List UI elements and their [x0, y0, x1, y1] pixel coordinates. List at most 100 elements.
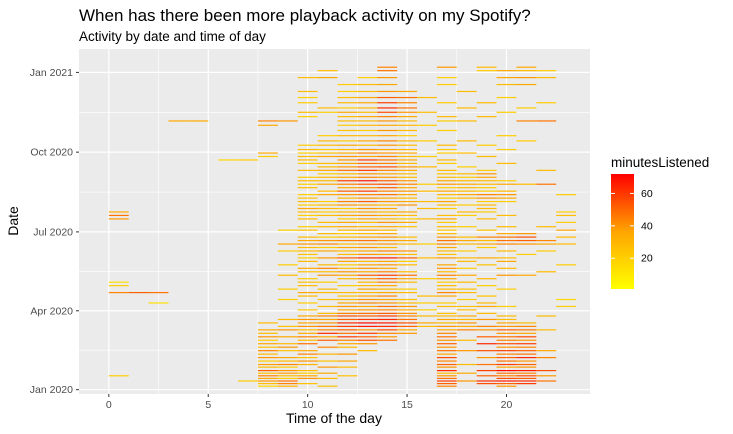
x-tick-label: 5	[205, 399, 211, 411]
heatmap-cell	[277, 356, 298, 359]
heatmap-cell	[476, 243, 497, 245]
heatmap-cell	[496, 111, 517, 113]
heatmap-cell	[397, 200, 418, 203]
heatmap-cell	[377, 144, 398, 146]
heatmap-cell	[297, 187, 318, 189]
heatmap-cell	[516, 369, 537, 372]
heatmap-cell	[476, 285, 497, 287]
heatmap-cell	[377, 83, 398, 86]
heatmap-cell	[257, 350, 278, 352]
heatmap-cell	[436, 291, 457, 294]
heatmap-cell	[556, 305, 577, 308]
heatmap-cell	[496, 250, 517, 252]
heatmap-cell	[556, 214, 577, 217]
heatmap-cell	[357, 169, 378, 171]
heatmap-cell	[337, 197, 358, 199]
heatmap-cell	[456, 260, 477, 262]
heatmap-cell	[436, 285, 457, 287]
heatmap-cell	[297, 253, 318, 256]
heatmap-cell	[516, 140, 537, 142]
heatmap-cell	[357, 148, 378, 151]
heatmap-cell	[357, 271, 378, 273]
heatmap-cell	[337, 194, 358, 196]
heatmap-cell	[496, 325, 517, 327]
heatmap-cell	[397, 239, 418, 242]
heatmap-cell	[337, 278, 358, 280]
heatmap-cell	[496, 236, 517, 238]
heatmap-cell	[516, 239, 537, 242]
heatmap-cell	[397, 190, 418, 192]
heatmap-cell	[456, 107, 477, 109]
heatmap-cell	[377, 239, 398, 242]
heatmap-cell	[476, 66, 497, 68]
heatmap-cell	[476, 200, 497, 203]
heatmap-cell	[556, 264, 577, 266]
heatmap-cell	[297, 211, 318, 213]
heatmap-cell	[337, 236, 358, 238]
heatmap-cell	[397, 197, 418, 199]
heatmap-cell	[317, 226, 338, 228]
heatmap-cell	[516, 274, 537, 276]
heatmap-cell	[337, 135, 358, 137]
heatmap-cell	[476, 380, 497, 382]
heatmap-cell	[357, 221, 378, 223]
heatmap-cell	[436, 312, 457, 314]
heatmap-cell	[337, 267, 358, 269]
heatmap-cell	[357, 214, 378, 217]
heatmap-cell	[317, 77, 338, 79]
heatmap-cell	[496, 366, 517, 368]
heatmap-cell	[536, 169, 557, 171]
heatmap-cell	[317, 298, 338, 301]
heatmap-cell	[417, 190, 437, 192]
heatmap-cell	[277, 343, 298, 345]
heatmap-cell	[377, 305, 398, 308]
heatmap-cell	[337, 246, 358, 249]
heatmap-cell	[357, 211, 378, 213]
heatmap-cell	[377, 197, 398, 199]
heatmap-cell	[277, 325, 298, 327]
heatmap-cell	[377, 90, 398, 93]
heatmap-cell	[277, 298, 298, 301]
heatmap-cell	[516, 366, 537, 368]
heatmap-cell	[337, 264, 358, 266]
heatmap-cell	[516, 332, 537, 334]
heatmap-cell	[436, 236, 457, 238]
heatmap-cell	[297, 309, 318, 311]
heatmap-cell	[536, 239, 557, 242]
heatmap-cell	[377, 169, 398, 171]
heatmap-cell	[377, 278, 398, 280]
legend: minutesListened 20 40 60	[611, 155, 709, 289]
heatmap-cell	[536, 350, 557, 352]
heatmap-cell	[456, 291, 477, 294]
heatmap-cell	[277, 350, 298, 352]
heatmap-cell	[357, 155, 378, 158]
heatmap-cell	[297, 207, 318, 210]
heatmap-cell	[317, 107, 338, 109]
heatmap-cell	[317, 144, 338, 146]
heatmap-cell	[436, 385, 457, 387]
heatmap-cell	[397, 144, 418, 146]
heatmap-cell	[337, 187, 358, 189]
plot-panel	[79, 49, 590, 394]
heatmap-cell	[516, 356, 537, 359]
heatmap-cell	[337, 159, 358, 161]
heatmap-cell	[436, 102, 457, 104]
heatmap-cell	[456, 243, 477, 245]
heatmap-cell	[436, 159, 457, 161]
heatmap-cell	[377, 116, 398, 118]
heatmap-cell	[108, 375, 129, 377]
heatmap-cell	[297, 382, 318, 385]
heatmap-cell	[357, 197, 378, 199]
heatmap-cell	[516, 183, 537, 185]
heatmap-cell	[377, 329, 398, 331]
heatmap-cell	[377, 159, 398, 161]
heatmap-cell	[516, 363, 537, 366]
heatmap-cell	[397, 183, 418, 185]
y-tick-label: Apr 2020	[30, 305, 73, 317]
heatmap-cell	[317, 274, 338, 276]
heatmap-cell	[317, 176, 338, 178]
heatmap-cell	[436, 366, 457, 368]
heatmap-cell	[317, 243, 338, 245]
heatmap-cell	[148, 291, 169, 294]
heatmap-cell	[317, 332, 338, 334]
